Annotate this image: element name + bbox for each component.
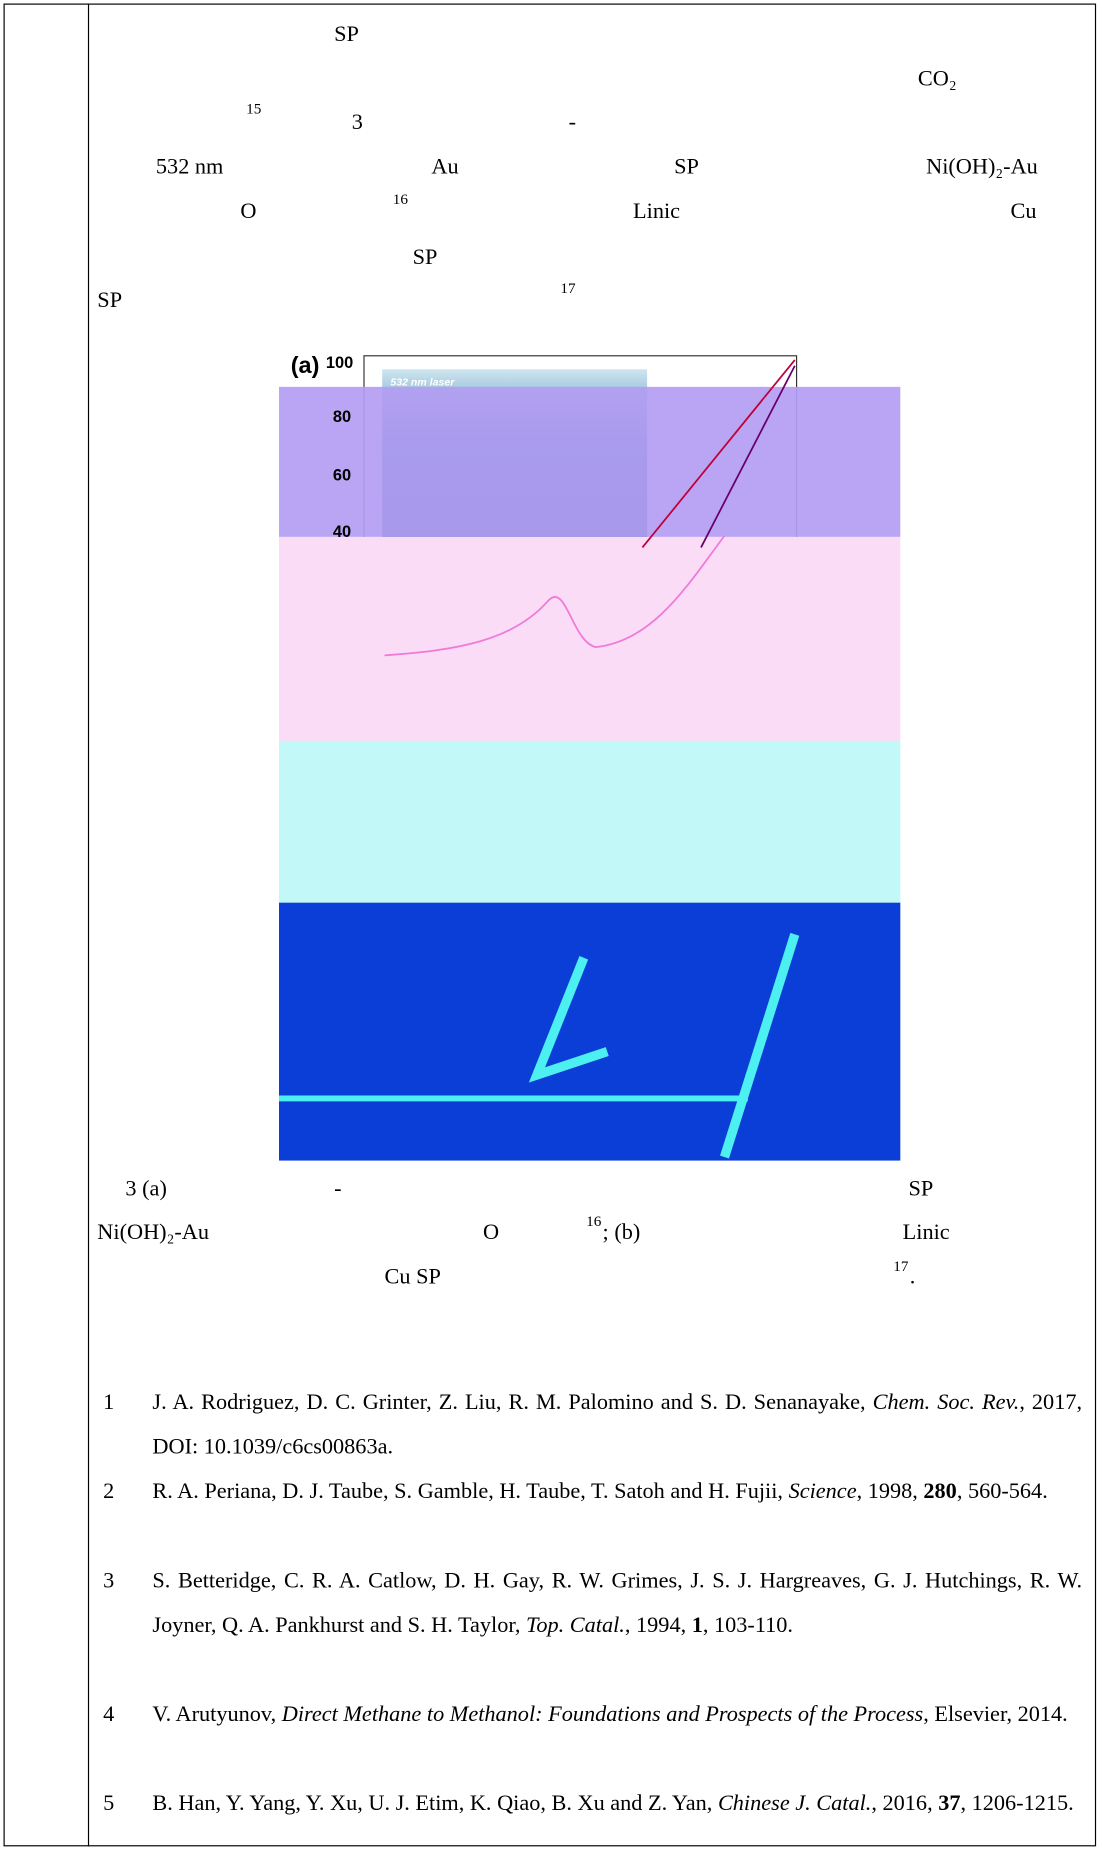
reference: 2 R. A. Periana, D. J. Taube, S. Gamble, … (97, 1470, 1082, 1515)
reference-part: , 1206-1215. (960, 1791, 1073, 1816)
reference: 4 V. Arutyunov, Direct Methane to Methano… (97, 1693, 1082, 1738)
text-fragment: O (240, 200, 256, 222)
reference-part: , Elsevier, 2014. (923, 1702, 1067, 1727)
reference-part: V. Arutyunov, (152, 1702, 281, 1727)
reference-text: R. A. Periana, D. J. Taube, S. Gamble, H… (152, 1470, 1082, 1515)
reference-part: , 103-110. (703, 1613, 793, 1638)
text-fragment: 17 (560, 280, 575, 295)
text-fragment: - (569, 111, 576, 133)
text-fragment: Linic (633, 200, 680, 222)
caption-fragment: . (910, 1266, 916, 1288)
reference-text: S. Betteridge, C. R. A. Catlow, D. H. Ga… (152, 1559, 1082, 1648)
reference-part: Direct Methane to Methanol: Foundations … (282, 1702, 924, 1727)
reference-part: , 1998, (857, 1479, 924, 1504)
reference-number: 4 (103, 1693, 114, 1738)
column-divider (88, 4, 89, 1847)
reference-part: R. A. Periana, D. J. Taube, S. Gamble, H… (152, 1479, 788, 1504)
caption-fragment: 16 (586, 1213, 601, 1228)
reference-part: J. A. Rodriguez, D. C. Grinter, Z. Liu, … (152, 1390, 872, 1415)
text-fragment: SP (334, 23, 359, 45)
text-fragment: SP (413, 246, 438, 268)
caption-fragment: SP (909, 1178, 934, 1200)
text-fragment: 15 (246, 101, 261, 116)
reference-text: J. A. Rodriguez, D. C. Grinter, Z. Liu, … (152, 1381, 1082, 1470)
caption-fragment: O (483, 1222, 499, 1244)
text-fragment: SP (97, 290, 122, 312)
reference-part: 37 (938, 1791, 960, 1816)
reference: 3 S. Betteridge, C. R. A. Catlow, D. H. G… (97, 1559, 1082, 1648)
reference-number: 1 (103, 1381, 114, 1426)
text-fragment: Ni(OH)₂-Au (926, 156, 1038, 178)
reference-part: 280 (923, 1479, 956, 1504)
text-fragment: 16 (393, 191, 408, 206)
caption-fragment: Linic (903, 1222, 950, 1244)
figure: (a) 100 80 60 40 532 nm laser (279, 348, 900, 1160)
reference-part: Top. Catal. (526, 1613, 625, 1638)
figure-label: 100 (326, 353, 353, 372)
text-fragment: SP (674, 156, 699, 178)
document: (a) 100 80 60 40 532 nm laser 1 J. A. Rodrigue… (0, 0, 1102, 1850)
figure-label: 532 nm laser (390, 376, 454, 388)
caption-fragment: 3 (a) (125, 1178, 166, 1200)
reference-part: Chinese J. Catal. (718, 1791, 871, 1816)
reference-number: 5 (103, 1782, 114, 1827)
text-fragment: 3 (352, 111, 363, 133)
caption-fragment: 17 (893, 1258, 908, 1273)
reference-part: 1 (692, 1613, 703, 1638)
text-fragment: 532 nm (156, 156, 223, 178)
figure-lines (279, 348, 900, 1160)
caption-fragment: ; (b) (603, 1222, 641, 1244)
reference: 5 B. Han, Y. Yang, Y. Xu, U. J. Etim, K. … (97, 1782, 1082, 1827)
curve (642, 360, 794, 548)
reference-text: V. Arutyunov, Direct Methane to Methanol… (152, 1693, 1082, 1738)
curve (701, 366, 795, 548)
noise (537, 934, 795, 1157)
text-fragment: Au (431, 156, 458, 178)
text-fragment: Cu (1011, 200, 1037, 222)
reference-part: , 560-564. (957, 1479, 1048, 1504)
reference-part: Science (789, 1479, 857, 1504)
reference-number: 3 (103, 1559, 114, 1604)
figure-label: 60 (333, 465, 351, 484)
reference-part: , 1994, (625, 1613, 692, 1638)
text-fragment: CO₂ (918, 68, 957, 90)
reference: 1 J. A. Rodriguez, D. C. Grinter, Z. Liu,… (97, 1381, 1082, 1470)
curve (385, 536, 725, 656)
figure-label: (a) (291, 353, 320, 380)
caption-fragment: Cu SP (385, 1266, 441, 1288)
caption-fragment: - (334, 1178, 341, 1200)
reference-text: B. Han, Y. Yang, Y. Xu, U. J. Etim, K. Q… (152, 1782, 1082, 1827)
reference-part: Chem. Soc. Rev. (873, 1390, 1020, 1415)
reference-part: , 2016, (871, 1791, 938, 1816)
figure-label: 40 (333, 522, 351, 541)
figure-label: 80 (333, 407, 351, 426)
reference-part: B. Han, Y. Yang, Y. Xu, U. J. Etim, K. Q… (152, 1791, 718, 1816)
page: (a) 100 80 60 40 532 nm laser 1 J. A. Rodrigue… (0, 0, 1102, 1850)
reference-number: 2 (103, 1470, 114, 1515)
caption-fragment: Ni(OH)₂-Au (97, 1222, 209, 1244)
